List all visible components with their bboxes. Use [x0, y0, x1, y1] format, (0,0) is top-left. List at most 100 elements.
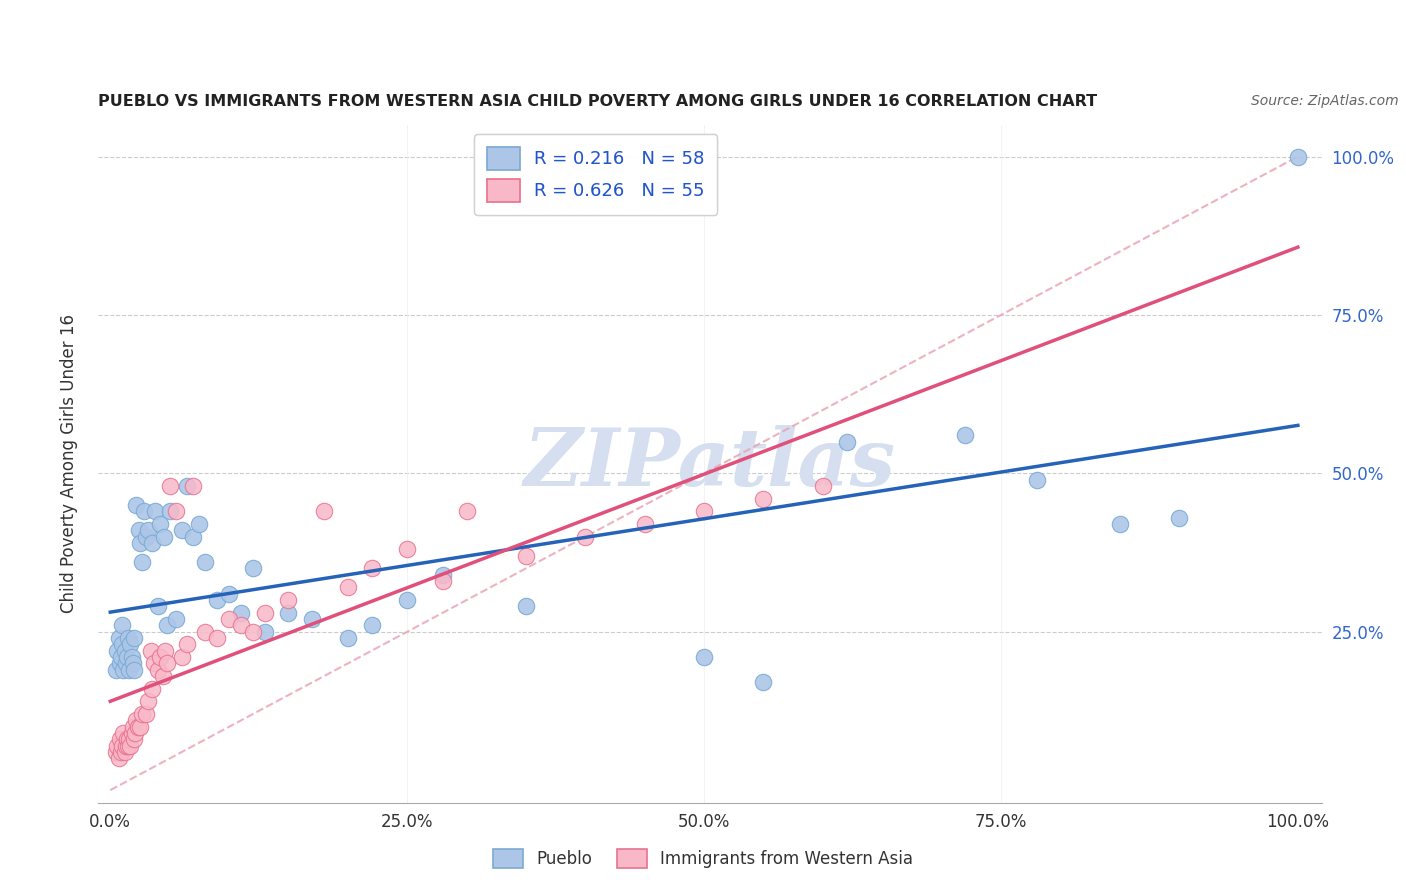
Point [124, 726, 146, 740]
Legend: Pueblo, Immigrants from Western Asia: Pueblo, Immigrants from Western Asia [486, 842, 920, 875]
Point [253, 606, 276, 620]
Point [114, 739, 136, 753]
Point [141, 681, 163, 696]
Point [107, 739, 129, 753]
Point [156, 657, 179, 671]
Point [515, 599, 537, 614]
Point [114, 657, 136, 671]
Point [205, 631, 228, 645]
Point [396, 593, 419, 607]
Point [132, 504, 155, 518]
Point [752, 675, 775, 690]
Point [176, 479, 198, 493]
Point [145, 504, 167, 518]
Point [574, 530, 596, 544]
Point [312, 504, 335, 518]
Point [277, 593, 299, 607]
Point [146, 663, 169, 677]
Point [118, 663, 141, 677]
Point [141, 536, 163, 550]
Point [955, 428, 977, 442]
Point [152, 530, 174, 544]
Point [105, 745, 128, 759]
Point [176, 637, 198, 651]
Point [159, 504, 181, 518]
Point [129, 720, 152, 734]
Point [156, 618, 179, 632]
Point [301, 612, 323, 626]
Point [170, 524, 193, 538]
Point [117, 739, 139, 753]
Point [218, 612, 240, 626]
Point [122, 631, 145, 645]
Point [121, 650, 143, 665]
Point [432, 567, 454, 582]
Point [108, 657, 131, 671]
Point [127, 720, 149, 734]
Point [110, 745, 132, 759]
Point [129, 536, 152, 550]
Point [111, 739, 134, 753]
Point [111, 618, 134, 632]
Point [136, 524, 159, 538]
Point [107, 644, 129, 658]
Point [135, 707, 157, 722]
Point [229, 606, 252, 620]
Point [336, 631, 359, 645]
Point [120, 637, 142, 651]
Point [693, 504, 716, 518]
Point [117, 631, 139, 645]
Point [110, 650, 132, 665]
Point [143, 657, 166, 671]
Point [118, 732, 141, 747]
Point [229, 618, 252, 632]
Point [159, 479, 181, 493]
Point [114, 745, 136, 759]
Point [188, 516, 211, 531]
Point [153, 644, 176, 658]
Point [121, 726, 143, 740]
Point [121, 720, 143, 734]
Point [811, 479, 834, 493]
Point [835, 434, 858, 449]
Point [108, 732, 131, 747]
Point [120, 739, 142, 753]
Point [105, 663, 128, 677]
Point [242, 624, 264, 639]
Point [194, 624, 217, 639]
Point [121, 657, 143, 671]
Point [693, 650, 716, 665]
Point [253, 624, 276, 639]
Point [115, 732, 138, 747]
Point [1108, 516, 1130, 531]
Point [149, 650, 172, 665]
Point [131, 707, 153, 722]
Point [218, 587, 240, 601]
Point [146, 599, 169, 614]
Point [1168, 510, 1191, 524]
Point [634, 516, 657, 531]
Point [515, 549, 537, 563]
Point [135, 530, 157, 544]
Point [194, 555, 217, 569]
Point [360, 561, 382, 575]
Point [111, 637, 134, 651]
Point [170, 650, 193, 665]
Point [183, 530, 205, 544]
Point [277, 606, 299, 620]
Point [125, 714, 148, 728]
Point [122, 663, 145, 677]
Point [360, 618, 382, 632]
Point [432, 574, 454, 588]
Point [152, 669, 174, 683]
Point [183, 479, 205, 493]
Text: PUEBLO VS IMMIGRANTS FROM WESTERN ASIA CHILD POVERTY AMONG GIRLS UNDER 16 CORREL: PUEBLO VS IMMIGRANTS FROM WESTERN ASIA C… [98, 94, 1098, 109]
Point [336, 581, 359, 595]
Point [112, 726, 135, 740]
Point [1025, 473, 1047, 487]
Point [165, 612, 187, 626]
Point [205, 593, 228, 607]
Legend: R = 0.216   N = 58, R = 0.626   N = 55: R = 0.216 N = 58, R = 0.626 N = 55 [474, 134, 717, 215]
Point [242, 561, 264, 575]
Point [136, 694, 159, 708]
